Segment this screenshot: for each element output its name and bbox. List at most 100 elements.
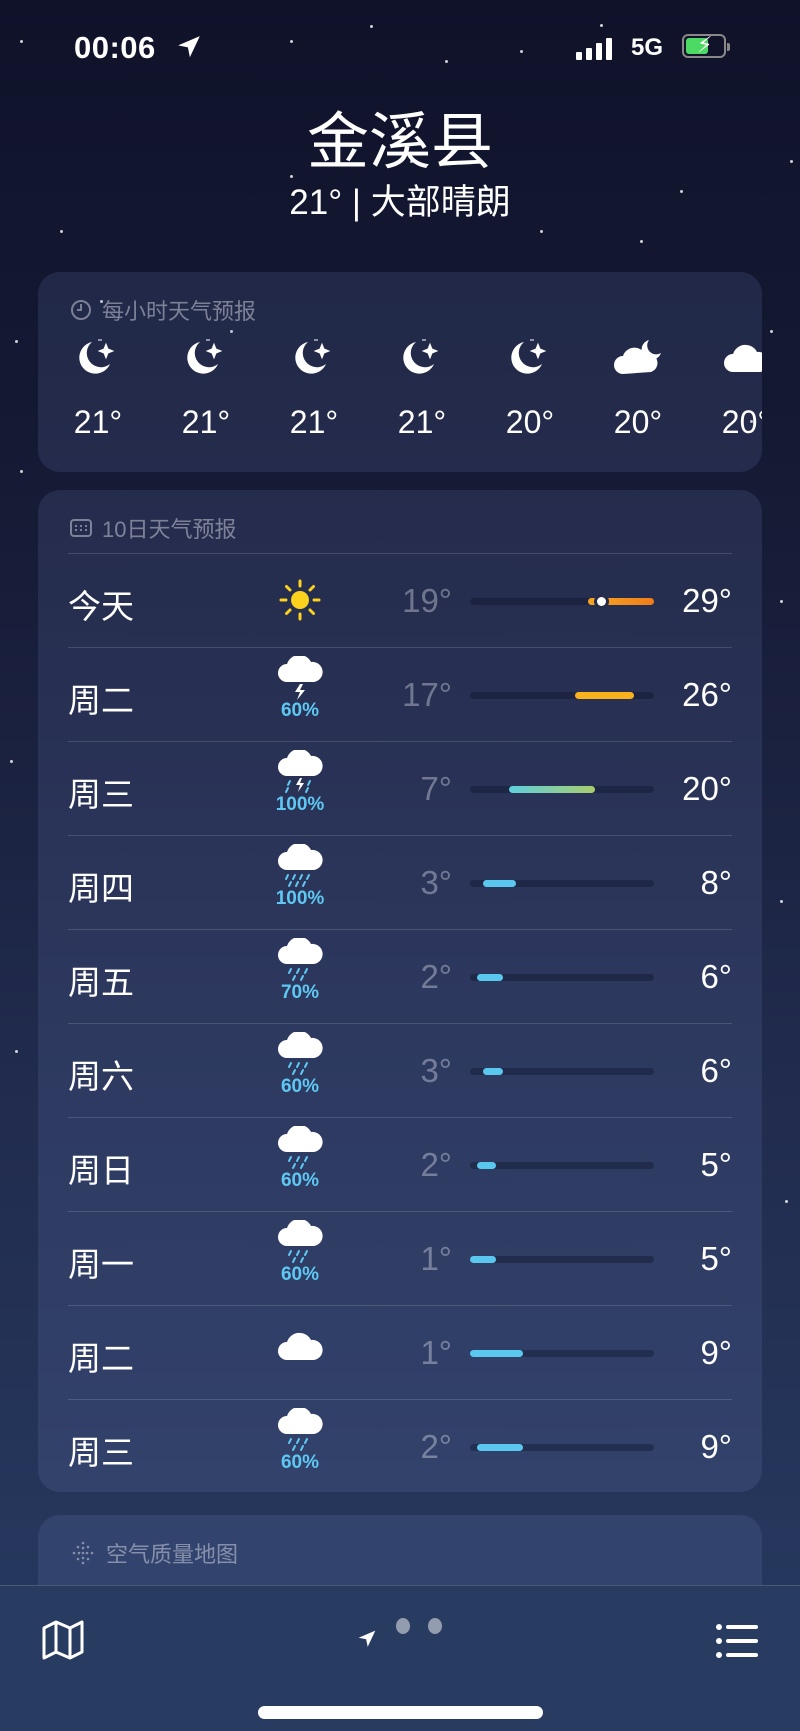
rain-icon [268,1220,332,1266]
high-temp: 6° [700,1052,732,1089]
temp-range-track [470,1444,654,1451]
cloud-moon-icon [598,338,678,378]
dots-grid-icon [72,1541,94,1565]
daily-row[interactable]: 今天 19° 29° [68,553,732,647]
list-icon[interactable] [716,1622,758,1660]
day-label: 周三 [68,776,134,813]
daily-row[interactable]: 周一 60% 1° 5° [68,1211,732,1305]
hourly-forecast-title: 每小时天气预报 [102,299,257,324]
rain-icon [268,1408,332,1454]
moon-stars-icon [58,338,138,378]
day-label: 周一 [68,1246,134,1283]
moon-stars-icon [274,338,354,378]
thunder-rain-icon [268,750,332,796]
daily-row[interactable]: 周五 70% 2° 6° [68,929,732,1023]
air-quality-title: 空气质量地图 [106,1542,239,1567]
daily-row[interactable]: 周三 60% 2° 9° [68,1399,732,1493]
low-temp: 2° [420,958,452,995]
daily-row[interactable]: 周四 100% 3° 8° [68,835,732,929]
hourly-temp: 20° [721,404,762,440]
high-temp: 26° [682,676,732,713]
hourly-temp: 21° [397,404,447,440]
precipitation-chance: 100% [275,888,325,909]
star [15,1050,18,1053]
cloud-icon [268,1330,332,1362]
temp-range-bar [509,786,595,793]
precipitation-chance: 60% [280,1264,320,1285]
day-label: 周四 [68,870,134,907]
weather-icon-cell: 60% [268,1220,332,1286]
high-temp: 9° [700,1334,732,1371]
precipitation-chance: 60% [280,1076,320,1097]
weather-icon-cell: 60% [268,1126,332,1192]
daily-row[interactable]: 周三 100% 7° 20° [68,741,732,835]
temp-range-track [470,1162,654,1169]
high-temp: 20° [682,770,732,807]
daily-row[interactable]: 周六 60% 3° 6° [68,1023,732,1117]
high-temp: 5° [700,1146,732,1183]
heavy-rain-icon [268,844,332,890]
battery-icon: ⚡ [682,32,730,58]
star [230,330,233,333]
daily-row[interactable]: 周日 60% 2° 5° [68,1117,732,1211]
precipitation-chance: 70% [280,982,320,1003]
current-temp-dot [597,597,607,606]
star [370,25,373,28]
status-bar: 00:06 5G ⚡ [0,28,800,68]
temp-range-bar [483,880,516,887]
page-dot[interactable] [396,1618,410,1634]
precipitation-chance: 60% [280,1452,320,1473]
ten-day-forecast-title: 10日天气预报 [102,517,237,542]
temp-range-bar [588,598,654,605]
temp-range-track [470,597,654,606]
star [790,160,793,163]
high-temp: 5° [700,1240,732,1277]
day-label: 周五 [68,964,134,1001]
day-label: 今天 [68,588,134,625]
current-location-page-icon[interactable] [357,1628,377,1650]
star [445,60,448,63]
low-temp: 3° [420,1052,452,1089]
temp-range-track [470,786,654,793]
hourly-forecast-card[interactable]: 每小时天气预报 21° 21° 21° 21° 20° 20° 20° [38,272,762,472]
low-temp: 1° [420,1334,452,1371]
precipitation-chance: 100% [275,794,325,815]
high-temp: 8° [700,864,732,901]
temp-range-bar [470,1350,523,1357]
signal-icon [576,38,612,60]
low-temp: 3° [420,864,452,901]
temp-range-track [470,880,654,887]
low-temp: 17° [402,676,452,713]
moon-stars-icon [490,338,570,378]
temp-range-bar [470,1256,497,1263]
temp-range-bar [575,692,635,699]
day-label: 周六 [68,1058,134,1095]
network-type: 5G [631,34,664,61]
precipitation-chance: 60% [280,1170,320,1191]
temp-range-track [470,692,654,699]
hourly-item: 21° [382,338,462,441]
rain-icon [268,1032,332,1078]
star [100,300,103,303]
hourly-item: 21° [58,338,138,441]
daily-row[interactable]: 周二 60% 17° 26° [68,647,732,741]
clock-icon [71,300,91,320]
moon-stars-icon [382,338,462,378]
low-temp: 2° [420,1428,452,1465]
cloud-icon [706,338,762,378]
day-label: 周日 [68,1152,134,1189]
day-label: 周二 [68,1340,134,1377]
temp-range-bar [483,1068,503,1075]
air-quality-header: 空气质量地图 [70,1537,238,1569]
location-header: 金溪县 21° | 大部晴朗 [0,105,800,225]
home-indicator[interactable] [258,1706,543,1719]
star [540,230,543,233]
daily-row[interactable]: 周二 1° 9° [68,1305,732,1399]
star [15,340,18,343]
star [410,160,413,163]
weather-icon-cell: 70% [268,938,332,1004]
hourly-item: 20° [598,338,678,441]
page-dot[interactable] [428,1618,442,1634]
star [10,760,13,763]
map-icon[interactable] [42,1620,84,1660]
